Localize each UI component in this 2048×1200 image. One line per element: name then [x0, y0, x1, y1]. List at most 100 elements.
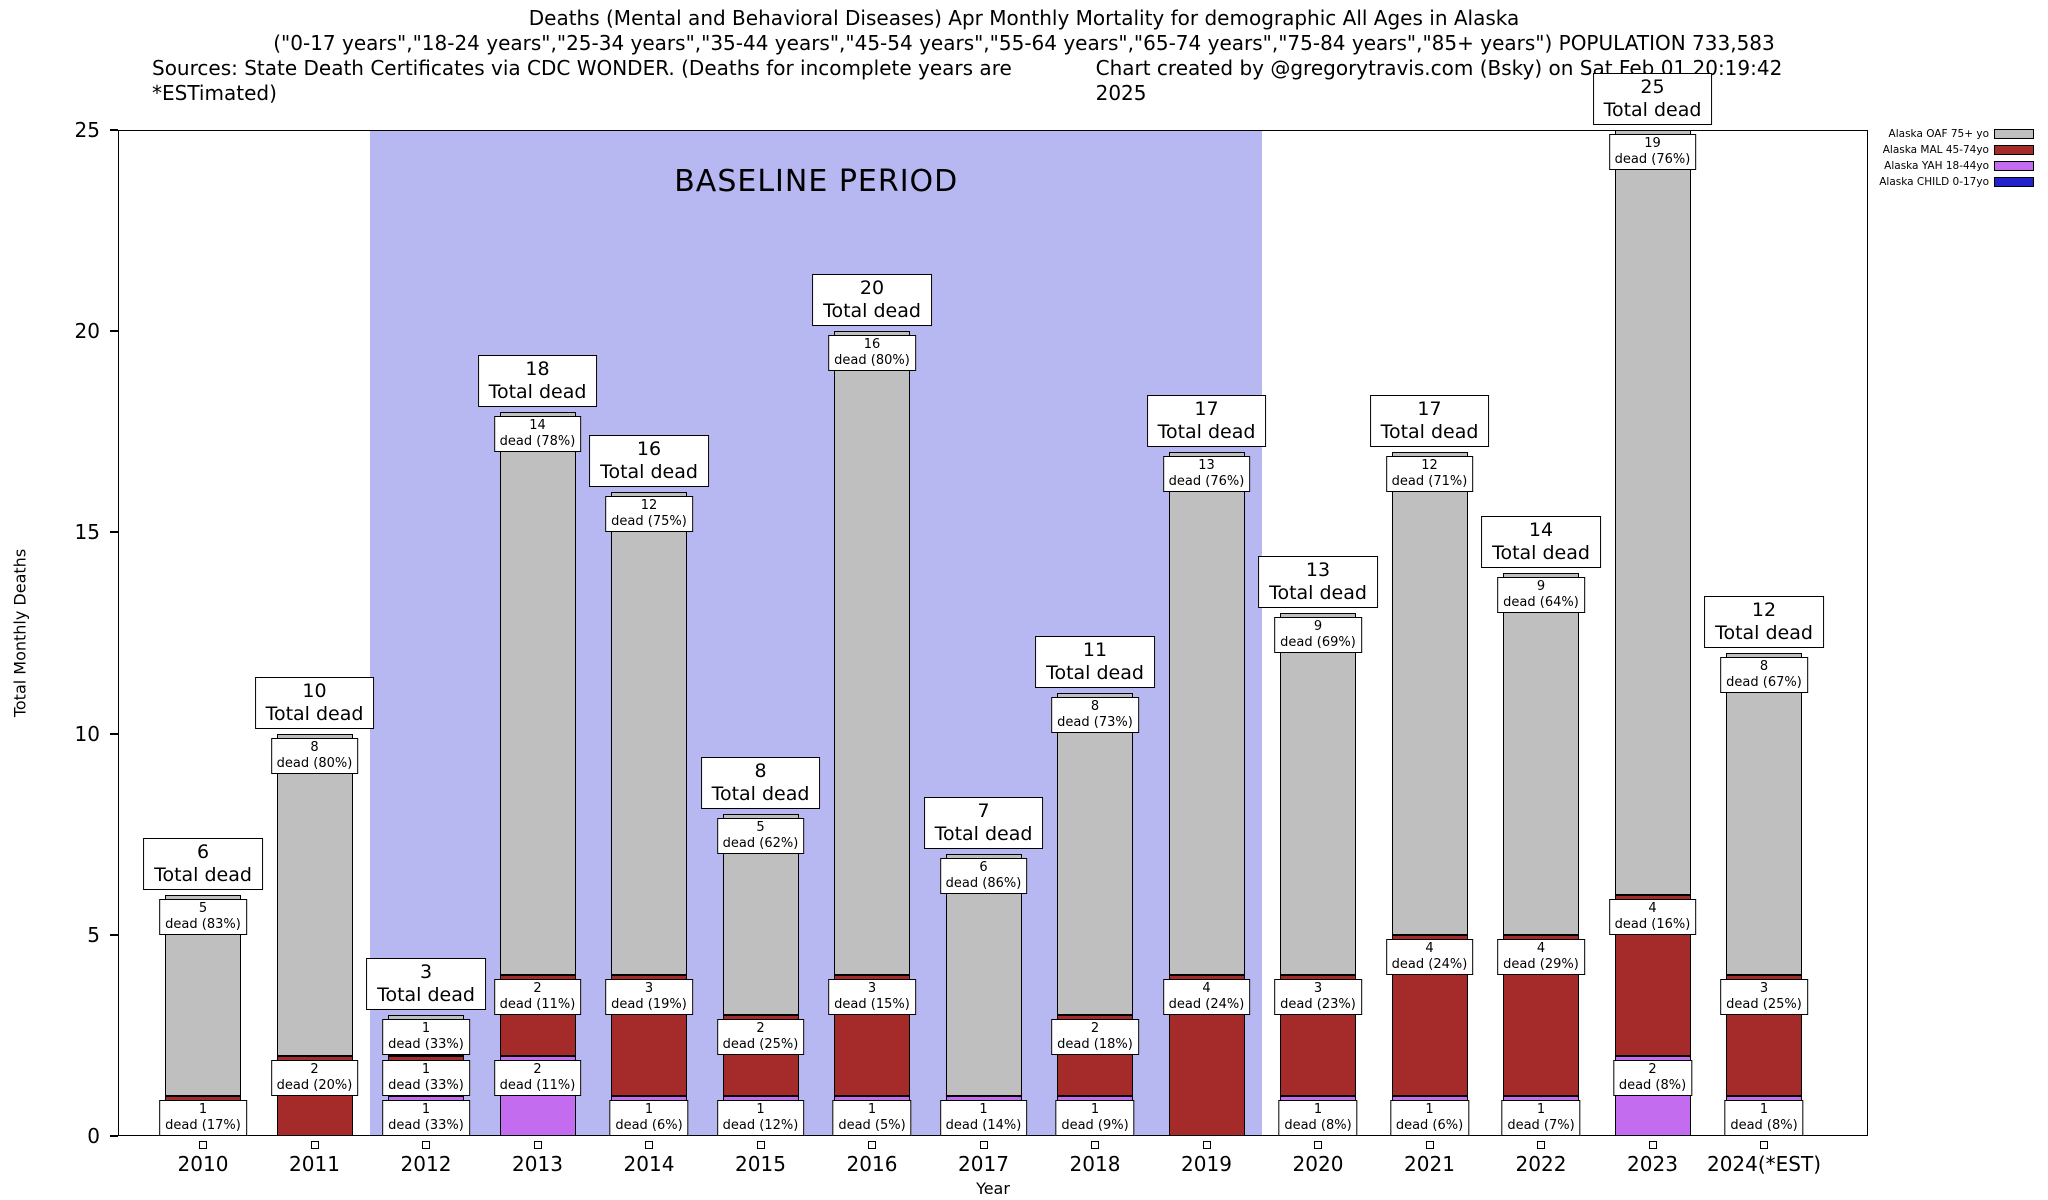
- segment-value: 8: [1759, 659, 1769, 675]
- segment-value: 9: [1536, 578, 1546, 594]
- segment-label: 8 dead (73%): [1051, 697, 1139, 734]
- x-tick-marker: [756, 1141, 765, 1149]
- total-dead-value: 25: [1640, 76, 1665, 98]
- segment-value: 3: [1313, 981, 1323, 997]
- total-dead-text: Total dead: [1380, 420, 1479, 443]
- segment-value: 13: [1198, 457, 1215, 473]
- segment-label: 1 dead (5%): [832, 1099, 912, 1136]
- bar-segment-oaf: [499, 411, 576, 976]
- segment-label: 6 dead (86%): [939, 858, 1028, 895]
- segment-pct: dead (8%): [1730, 1117, 1798, 1133]
- segment-pct: dead (11%): [499, 997, 576, 1013]
- total-dead-value: 3: [419, 961, 433, 984]
- total-dead-label: 14 Total dead: [1481, 515, 1601, 568]
- x-tick-marker: [1314, 1141, 1322, 1149]
- segment-label: 1 dead (8%): [1724, 1099, 1804, 1136]
- total-dead-label: 7 Total dead: [923, 797, 1044, 850]
- bar-segment-oaf: [1280, 612, 1356, 976]
- x-tick-label: 2023: [1627, 1152, 1678, 1176]
- y-axis-tick-label: 20: [74, 319, 100, 344]
- segment-pct: dead (19%): [611, 997, 687, 1013]
- legend-entry: Alaska OAF 75+ yo: [1879, 126, 2034, 142]
- y-axis-tick-label: 25: [74, 118, 100, 142]
- segment-value: 8: [310, 739, 319, 755]
- segment-label: 3 dead (15%): [828, 979, 916, 1016]
- legend-swatch-mal: [1994, 145, 2034, 155]
- total-dead-value: 11: [1082, 639, 1108, 662]
- x-tick-marker: [1648, 1141, 1657, 1149]
- segment-pct: dead (69%): [1280, 634, 1356, 650]
- total-dead-label: 8 Total dead: [700, 757, 821, 810]
- bar-segment-oaf: [1391, 451, 1468, 935]
- total-dead-text: Total dead: [711, 783, 810, 806]
- bar-segment-oaf: [611, 492, 687, 976]
- total-dead-label: 17 Total dead: [1369, 394, 1490, 447]
- total-dead-text: Total dead: [1157, 420, 1256, 443]
- bar-segment-oaf: [1168, 451, 1245, 976]
- bar-segment-oaf: [1503, 572, 1579, 935]
- total-dead-label: 18 Total dead: [477, 354, 598, 407]
- total-dead-value: 17: [1194, 397, 1219, 420]
- segment-label: 14 dead (78%): [493, 415, 582, 452]
- y-axis-tick-label: 15: [74, 520, 100, 545]
- segment-value: 8: [1090, 699, 1100, 715]
- segment-pct: dead (20%): [276, 1077, 353, 1093]
- segment-value: 3: [644, 981, 654, 997]
- x-tick-label: 2024(*EST): [1706, 1152, 1822, 1176]
- x-tick-marker: [422, 1141, 430, 1149]
- total-dead-value: 16: [636, 438, 662, 461]
- segment-label: 5 dead (62%): [716, 818, 805, 855]
- total-dead-value: 17: [1417, 397, 1442, 420]
- bar-segment-oaf: [1057, 693, 1133, 1016]
- total-dead-text: Total dead: [934, 823, 1033, 846]
- segment-value: 1: [421, 1101, 431, 1117]
- total-dead-text: Total dead: [154, 863, 252, 886]
- x-tick-label: 2015: [735, 1152, 786, 1176]
- total-dead-text: Total dead: [600, 461, 698, 484]
- segment-pct: dead (25%): [1726, 997, 1802, 1013]
- total-dead-value: 14: [1528, 518, 1554, 541]
- legend: Alaska OAF 75+ yo Alaska MAL 45-74yo Alask…: [1879, 126, 2034, 190]
- segment-label: 8 dead (80%): [270, 737, 359, 774]
- segment-value: 1: [1090, 1101, 1100, 1117]
- total-dead-label: 3 Total dead: [366, 958, 486, 1011]
- x-tick-marker: [1537, 1141, 1545, 1149]
- segment-label: 3 dead (25%): [1720, 979, 1808, 1016]
- chart-title-line1: Deaths (Mental and Behavioral Diseases) …: [528, 6, 1520, 30]
- legend-label: Alaska YAH 18-44yo: [1884, 160, 1989, 172]
- segment-label: 4 dead (24%): [1385, 938, 1474, 975]
- segment-label: 4 dead (16%): [1608, 898, 1697, 935]
- segment-pct: dead (33%): [388, 1037, 464, 1053]
- x-tick-marker: [979, 1141, 988, 1149]
- segment-label: 2 dead (20%): [270, 1059, 359, 1096]
- legend-label: Alaska MAL 45-74yo: [1882, 144, 1989, 156]
- segment-value: 3: [867, 981, 877, 997]
- segment-pct: dead (11%): [499, 1077, 576, 1093]
- total-dead-label: 16 Total dead: [589, 435, 709, 488]
- total-dead-text: Total dead: [265, 702, 364, 725]
- segment-value: 1: [198, 1101, 208, 1117]
- segment-value: 2: [1090, 1021, 1100, 1037]
- total-dead-label: 25 Total dead: [1592, 73, 1713, 125]
- segment-pct: dead (33%): [388, 1077, 464, 1093]
- y-axis-tick: [110, 531, 118, 534]
- y-axis-tick-label: 5: [87, 922, 100, 947]
- total-dead-value: 10: [302, 679, 327, 702]
- segment-value: 1: [421, 1061, 431, 1077]
- segment-pct: dead (6%): [1395, 1117, 1464, 1133]
- legend-swatch-oaf: [1994, 129, 2034, 139]
- legend-swatch-yah: [1994, 161, 2034, 171]
- total-dead-value: 7: [977, 800, 990, 823]
- total-dead-value: 18: [525, 357, 550, 380]
- segment-pct: dead (9%): [1061, 1117, 1129, 1133]
- x-tick-label: 2017: [958, 1152, 1009, 1176]
- x-tick-marker: [868, 1141, 876, 1149]
- x-tick-label: 2011: [289, 1152, 340, 1176]
- segment-value: 19: [1644, 136, 1661, 151]
- segment-label: 19 dead (76%): [1608, 134, 1697, 170]
- total-dead-text: Total dead: [1269, 581, 1367, 604]
- total-dead-text: Total dead: [488, 380, 587, 403]
- segment-value: 1: [1759, 1101, 1769, 1117]
- segment-pct: dead (80%): [276, 755, 353, 771]
- x-tick-marker: [1091, 1141, 1099, 1149]
